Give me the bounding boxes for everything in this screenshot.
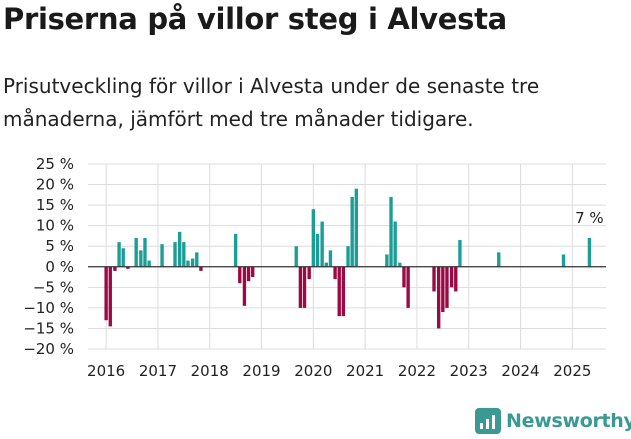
bar	[458, 240, 462, 267]
y-tick-label: 5 %	[45, 237, 74, 255]
bar	[242, 266, 247, 306]
bar	[333, 266, 337, 280]
y-tick-label: 20 %	[36, 176, 74, 194]
bar	[190, 258, 195, 267]
chart-subtitle: Prisutveckling för villor i Alvesta unde…	[3, 74, 540, 131]
bar	[186, 260, 190, 267]
bar	[233, 233, 238, 267]
bar	[346, 246, 350, 267]
y-tick-label: −20 %	[23, 340, 74, 358]
bar	[398, 262, 402, 267]
bar	[354, 188, 359, 267]
x-tick-label: 2016	[87, 362, 125, 380]
bar	[302, 266, 307, 308]
bar	[195, 252, 199, 267]
bar	[294, 246, 298, 267]
bar	[445, 266, 449, 308]
bar	[402, 266, 406, 288]
y-tick-label: 25 %	[36, 155, 74, 173]
bar	[178, 231, 182, 267]
x-tick-label: 2017	[139, 362, 177, 380]
bar	[139, 250, 143, 267]
bar	[104, 266, 108, 321]
bar	[126, 266, 130, 269]
last-value-label: 7 %	[575, 209, 604, 227]
bar	[251, 266, 255, 278]
bar	[311, 209, 316, 267]
bar	[341, 266, 346, 317]
x-tick-label: 2018	[191, 362, 229, 380]
y-tick-label: 15 %	[36, 196, 74, 214]
x-tick-label: 2021	[346, 362, 384, 380]
newsworthy-logo-icon	[475, 408, 501, 434]
bar	[406, 266, 410, 308]
chart-title: Priserna på villor steg i Alvesta	[3, 2, 507, 36]
y-tick-label: −5 %	[33, 278, 74, 296]
bar	[320, 221, 324, 267]
bar	[113, 266, 117, 271]
bar	[389, 196, 393, 267]
bar	[147, 260, 151, 267]
bar	[324, 262, 328, 267]
bar	[385, 254, 389, 267]
y-tick-label: 10 %	[36, 217, 74, 235]
y-tick-label: 0 %	[45, 258, 74, 276]
bar	[173, 242, 177, 267]
bar	[497, 252, 501, 267]
bar	[117, 242, 121, 267]
bar	[121, 248, 125, 267]
bar	[454, 266, 458, 292]
bar	[134, 238, 138, 267]
bar	[437, 266, 441, 329]
x-tick-label: 2022	[398, 362, 436, 380]
newsworthy-logo: Newsworthy	[475, 408, 631, 434]
y-tick-label: −15 %	[23, 319, 74, 337]
bar	[587, 238, 592, 267]
x-tick-label: 2023	[450, 362, 488, 380]
bar	[160, 244, 164, 267]
bar	[182, 242, 186, 267]
bar	[393, 221, 397, 267]
bar	[298, 266, 303, 308]
bar	[315, 233, 320, 267]
x-tick-label: 2024	[501, 362, 539, 380]
x-tick-label: 2025	[553, 362, 591, 380]
bar	[108, 266, 112, 327]
bar	[350, 196, 354, 267]
bar	[449, 266, 454, 288]
bar	[199, 266, 203, 271]
bar	[328, 250, 333, 267]
bar	[441, 266, 445, 312]
bar	[432, 266, 436, 292]
bar	[238, 266, 242, 284]
newsworthy-logo-text: Newsworthy	[506, 410, 631, 432]
bar	[337, 266, 341, 317]
bar	[307, 266, 311, 280]
x-tick-label: 2019	[242, 362, 280, 380]
bar	[143, 238, 147, 267]
bar	[561, 254, 566, 267]
x-tick-label: 2020	[294, 362, 332, 380]
bar	[246, 266, 251, 282]
y-tick-label: −10 %	[23, 299, 74, 317]
